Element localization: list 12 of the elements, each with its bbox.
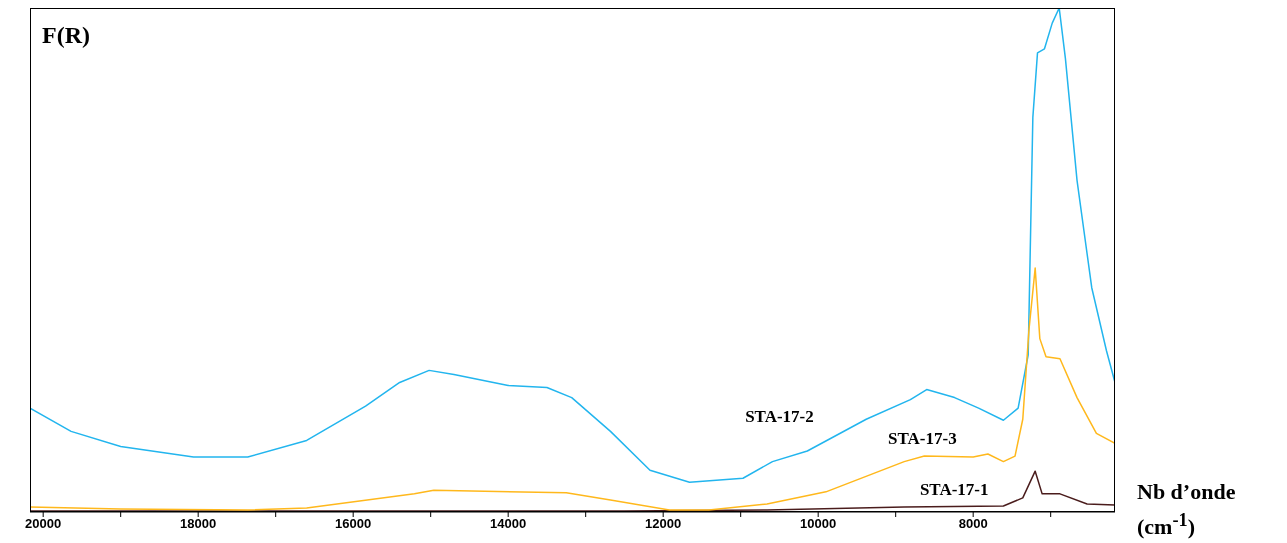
x-tick-label: 20000 [25,516,62,532]
series-label: STA-17-2 [745,406,814,426]
x-tick-label: 14000 [490,516,527,532]
series-label: STA-17-1 [919,479,989,499]
x-tick-label: 16000 [335,516,372,532]
x-axis-title: Nb d’onde (cm$^{-1}$) [1137,478,1237,542]
x-tick-label: 8000 [958,516,988,532]
x-tick-label: 18000 [180,516,217,532]
series-label: STA-17-3 [888,429,957,449]
x-tick-label: 10000 [800,516,837,532]
x-tick-label: 12000 [645,516,682,532]
y-axis-title: F(R) [42,22,90,49]
